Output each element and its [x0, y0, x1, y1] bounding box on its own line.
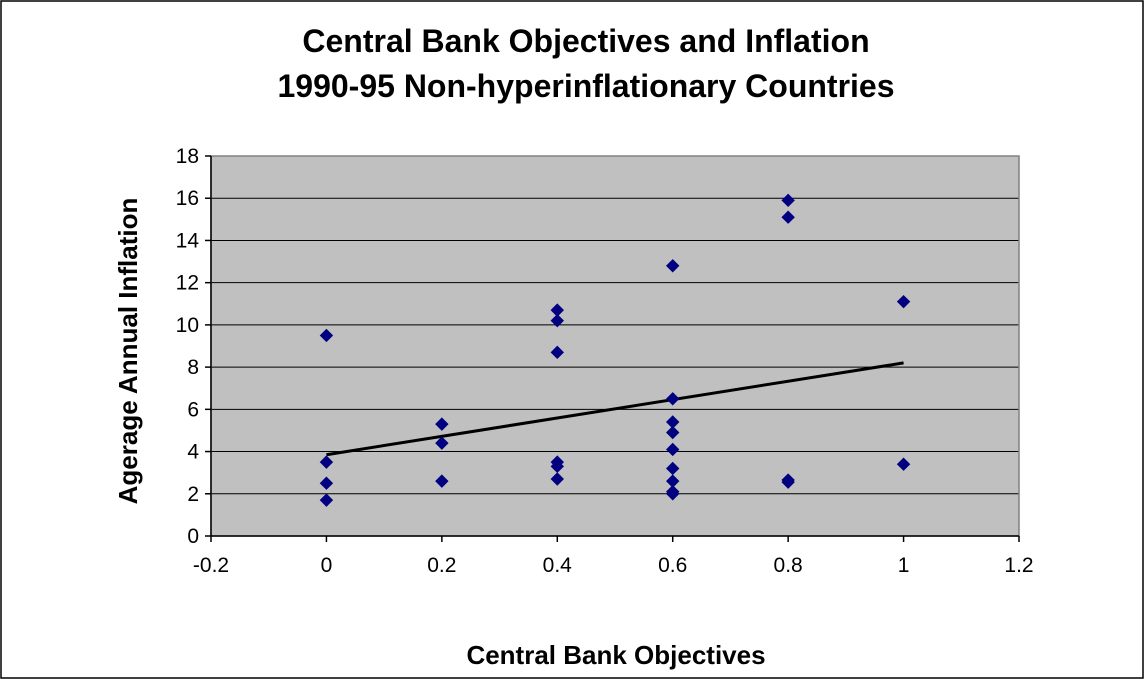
chart-title-line-1: Central Bank Objectives and Inflation [302, 23, 869, 59]
y-tick-label: 14 [176, 229, 200, 252]
data-point [550, 345, 564, 360]
data-point [435, 474, 449, 488]
y-tick-label: 2 [187, 483, 199, 506]
data-point [666, 259, 680, 273]
x-tick-label: 0 [321, 554, 333, 577]
data-point [666, 487, 680, 501]
data-point [666, 392, 680, 406]
x-tick-label: -0.2 [193, 554, 229, 577]
data-point [550, 313, 564, 328]
y-tick-label: 4 [187, 441, 199, 464]
data-point [319, 476, 334, 490]
y-axis-title: Agerage Annual Inflation [113, 198, 143, 505]
data-point [896, 457, 911, 471]
y-tick-label: 6 [187, 398, 199, 421]
data-point [781, 210, 795, 224]
y-tick-label: 12 [176, 272, 199, 295]
data-point [319, 455, 334, 469]
x-tick-label: 1.2 [1004, 554, 1033, 577]
data-point [781, 475, 795, 489]
trendline [326, 361, 904, 457]
data-point [666, 425, 680, 440]
y-tick-label: 16 [176, 187, 199, 210]
data-point [319, 493, 334, 507]
y-tick-label: 8 [187, 356, 199, 379]
plot-background [211, 156, 1019, 536]
data-point [435, 417, 449, 431]
x-axis-title: Central Bank Objectives [466, 640, 765, 670]
x-tick-label: 0.8 [774, 554, 803, 577]
data-point [666, 442, 680, 457]
x-tick-label: 0.6 [658, 554, 687, 577]
data-point [896, 294, 911, 309]
data-point [781, 193, 795, 208]
data-point [550, 472, 564, 486]
data-point [319, 328, 334, 343]
y-tick-label: 0 [187, 525, 199, 548]
x-tick-label: 0.2 [427, 554, 456, 577]
data-point [435, 436, 449, 450]
x-tick-label: 0.4 [543, 554, 573, 577]
y-tick-label: 18 [176, 145, 199, 168]
y-tick-label: 10 [176, 314, 199, 337]
chart-title-line-2: 1990-95 Non-hyperinflationary Countries [277, 68, 894, 104]
x-tick-label: 1 [898, 554, 910, 577]
plot-area: 0 2 4 6 8 10 12 14 16 18 -0.2 0 0.2 0.4 0.6 0.8 1 1.2 [176, 145, 1034, 577]
